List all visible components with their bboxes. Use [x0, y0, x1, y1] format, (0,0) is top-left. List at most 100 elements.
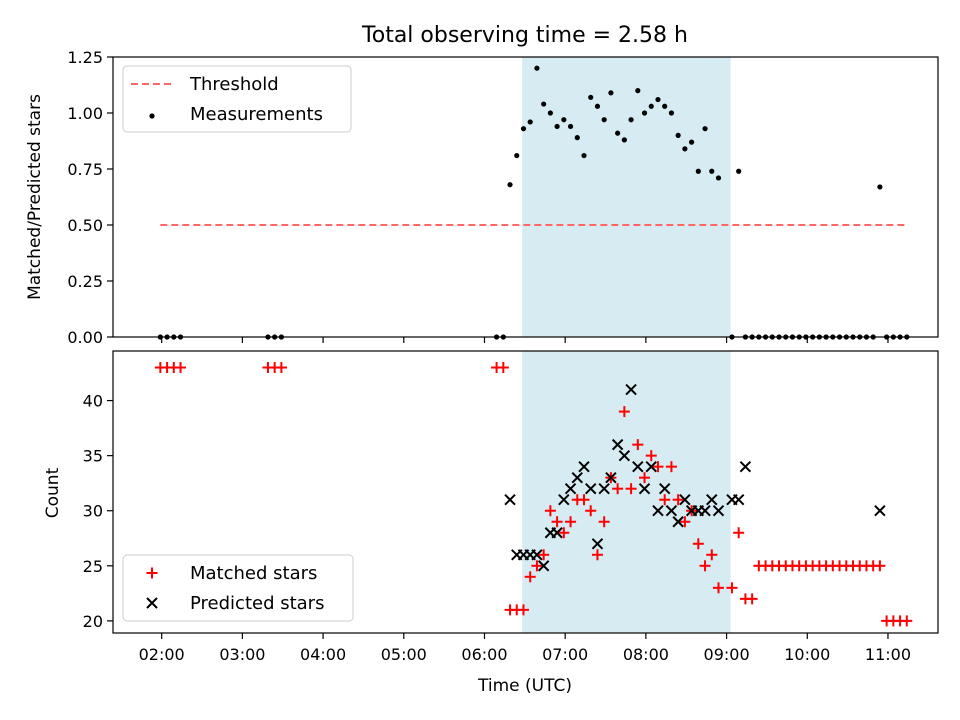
observing-span-rect: [522, 57, 731, 337]
panel-count: 20 25 30 35 40 02:00 03:00 04:00 05:00 06:00 07:0…: [43, 350, 939, 696]
measurements-point: [682, 146, 688, 152]
matched-stars-point: [591, 549, 603, 561]
measurements-point: [547, 110, 553, 116]
y-axis-count: 20 25 30 35 40: [83, 392, 113, 631]
matched-stars-point: [639, 472, 651, 484]
predicted-stars-point: [874, 505, 886, 517]
legend-predicted-marker: [146, 597, 158, 609]
measurements-point: [736, 168, 742, 174]
predicted-stars-point-b: [564, 482, 577, 495]
predicted-stars-point: [665, 505, 678, 517]
predicted-stars-point: [531, 549, 543, 561]
measurements-point: [541, 101, 547, 107]
predicted-stars-point: [645, 460, 657, 473]
predicted-stars-point: [564, 482, 577, 495]
predicted-stars-point-b: [638, 482, 651, 495]
panel-count-frame: [112, 350, 939, 634]
x-tick-label: 09:00: [704, 645, 750, 664]
panel-ratio: 0.00 0.25 0.50 0.75 1.00 1.25 Matched/Predict…: [25, 48, 939, 347]
legend-predicted-swatch: [146, 597, 158, 609]
measurements-point: [628, 117, 634, 123]
measurements-point: [615, 130, 621, 136]
x-tick-label: 05:00: [381, 645, 427, 664]
measurements-point: [709, 168, 715, 174]
matched-stars-point: [746, 593, 758, 605]
observing-span: [522, 57, 731, 337]
x-tick-label: 03:00: [219, 645, 265, 664]
y-tick-label: 0.25: [67, 272, 103, 291]
predicted-stars-point: [504, 494, 516, 506]
x-axis-time: 02:00 03:00 04:00 05:00 06:00 07:00 08:00 09:00…: [139, 633, 911, 664]
legend-measurements-label: Measurements: [190, 104, 323, 125]
y-tick-label: 1.00: [67, 104, 103, 123]
predicted-stars-point-b: [551, 527, 563, 539]
count-points: [154, 362, 913, 627]
x-axis-label: Time (UTC): [477, 676, 572, 696]
predicted-stars-point-b: [732, 494, 745, 506]
y-tick-label: 0.75: [67, 160, 103, 179]
matched-stars-point: [612, 483, 624, 495]
legend-top: Threshold Measurements: [122, 65, 352, 133]
measurements-point: [527, 119, 533, 125]
x-tick-label: 10:00: [784, 645, 830, 664]
predicted-stars-point-b: [652, 505, 664, 517]
predicted-stars-point: [585, 482, 597, 495]
legend-threshold-label: Threshold: [189, 74, 279, 95]
y-tick-label: 35: [83, 447, 103, 466]
measurements-point: [574, 135, 580, 141]
measurements-point: [507, 182, 513, 188]
matched-stars-point: [544, 505, 556, 517]
observing-span-rect: [522, 351, 731, 633]
measurements-point: [594, 103, 601, 109]
predicted-stars-point-b: [658, 482, 671, 495]
y-tick-label: 25: [83, 557, 103, 576]
predicted-stars-point: [632, 460, 644, 473]
matched-stars-point: [665, 461, 677, 473]
legend-measurements-swatch: [149, 113, 155, 119]
measurements-point: [668, 110, 675, 116]
predicted-stars-point-b: [632, 460, 644, 473]
predicted-stars-point: [551, 527, 563, 539]
legend-top-box: [122, 65, 352, 133]
y-tick-label: 40: [83, 392, 103, 411]
predicted-stars-point-b: [611, 438, 624, 451]
predicted-stars-point: [558, 494, 570, 506]
x-tick-label: 06:00: [461, 645, 507, 664]
matched-stars-point: [672, 494, 684, 506]
predicted-stars-point-b: [605, 471, 617, 484]
matched-stars-point: [531, 560, 543, 572]
measurements-point: [567, 123, 574, 130]
matched-stars-point: [558, 527, 570, 539]
measurements-point: [695, 168, 701, 174]
measurements-point: [554, 123, 560, 130]
matched-stars-point: [692, 538, 704, 550]
predicted-stars-point-b: [558, 494, 570, 506]
predicted-stars-point: [537, 560, 550, 572]
y-axis-label-count: Count: [43, 467, 63, 518]
matched-stars-point: [625, 483, 637, 495]
measurements-point: [635, 88, 641, 94]
measurements-point: [581, 152, 587, 159]
predicted-stars-point-b: [504, 494, 516, 506]
measurements-point: [689, 139, 695, 145]
matched-stars-point: [598, 516, 610, 528]
legend-predicted-label: Predicted stars: [190, 593, 324, 614]
predicted-stars-point: [672, 516, 684, 528]
predicted-stars-point-b: [571, 471, 583, 484]
predicted-stars-point-b: [618, 449, 631, 462]
matched-stars-point: [585, 505, 597, 517]
x-tick-label: 07:00: [542, 645, 588, 664]
matched-stars-point: [517, 604, 529, 616]
y-tick-label: 30: [83, 502, 103, 521]
measurements-point: [608, 90, 614, 96]
predicted-stars-point: [618, 449, 631, 462]
matched-stars-point: [652, 461, 664, 473]
matched-stars-point: [565, 516, 577, 528]
predicted-stars-point: [605, 471, 617, 484]
predicted-stars-point: [625, 383, 637, 396]
matched-stars-point: [551, 516, 563, 528]
legend-bottom-box: [122, 554, 354, 622]
matched-stars-point: [874, 560, 886, 572]
measurements-point: [561, 117, 567, 123]
measurements-point: [621, 137, 627, 143]
